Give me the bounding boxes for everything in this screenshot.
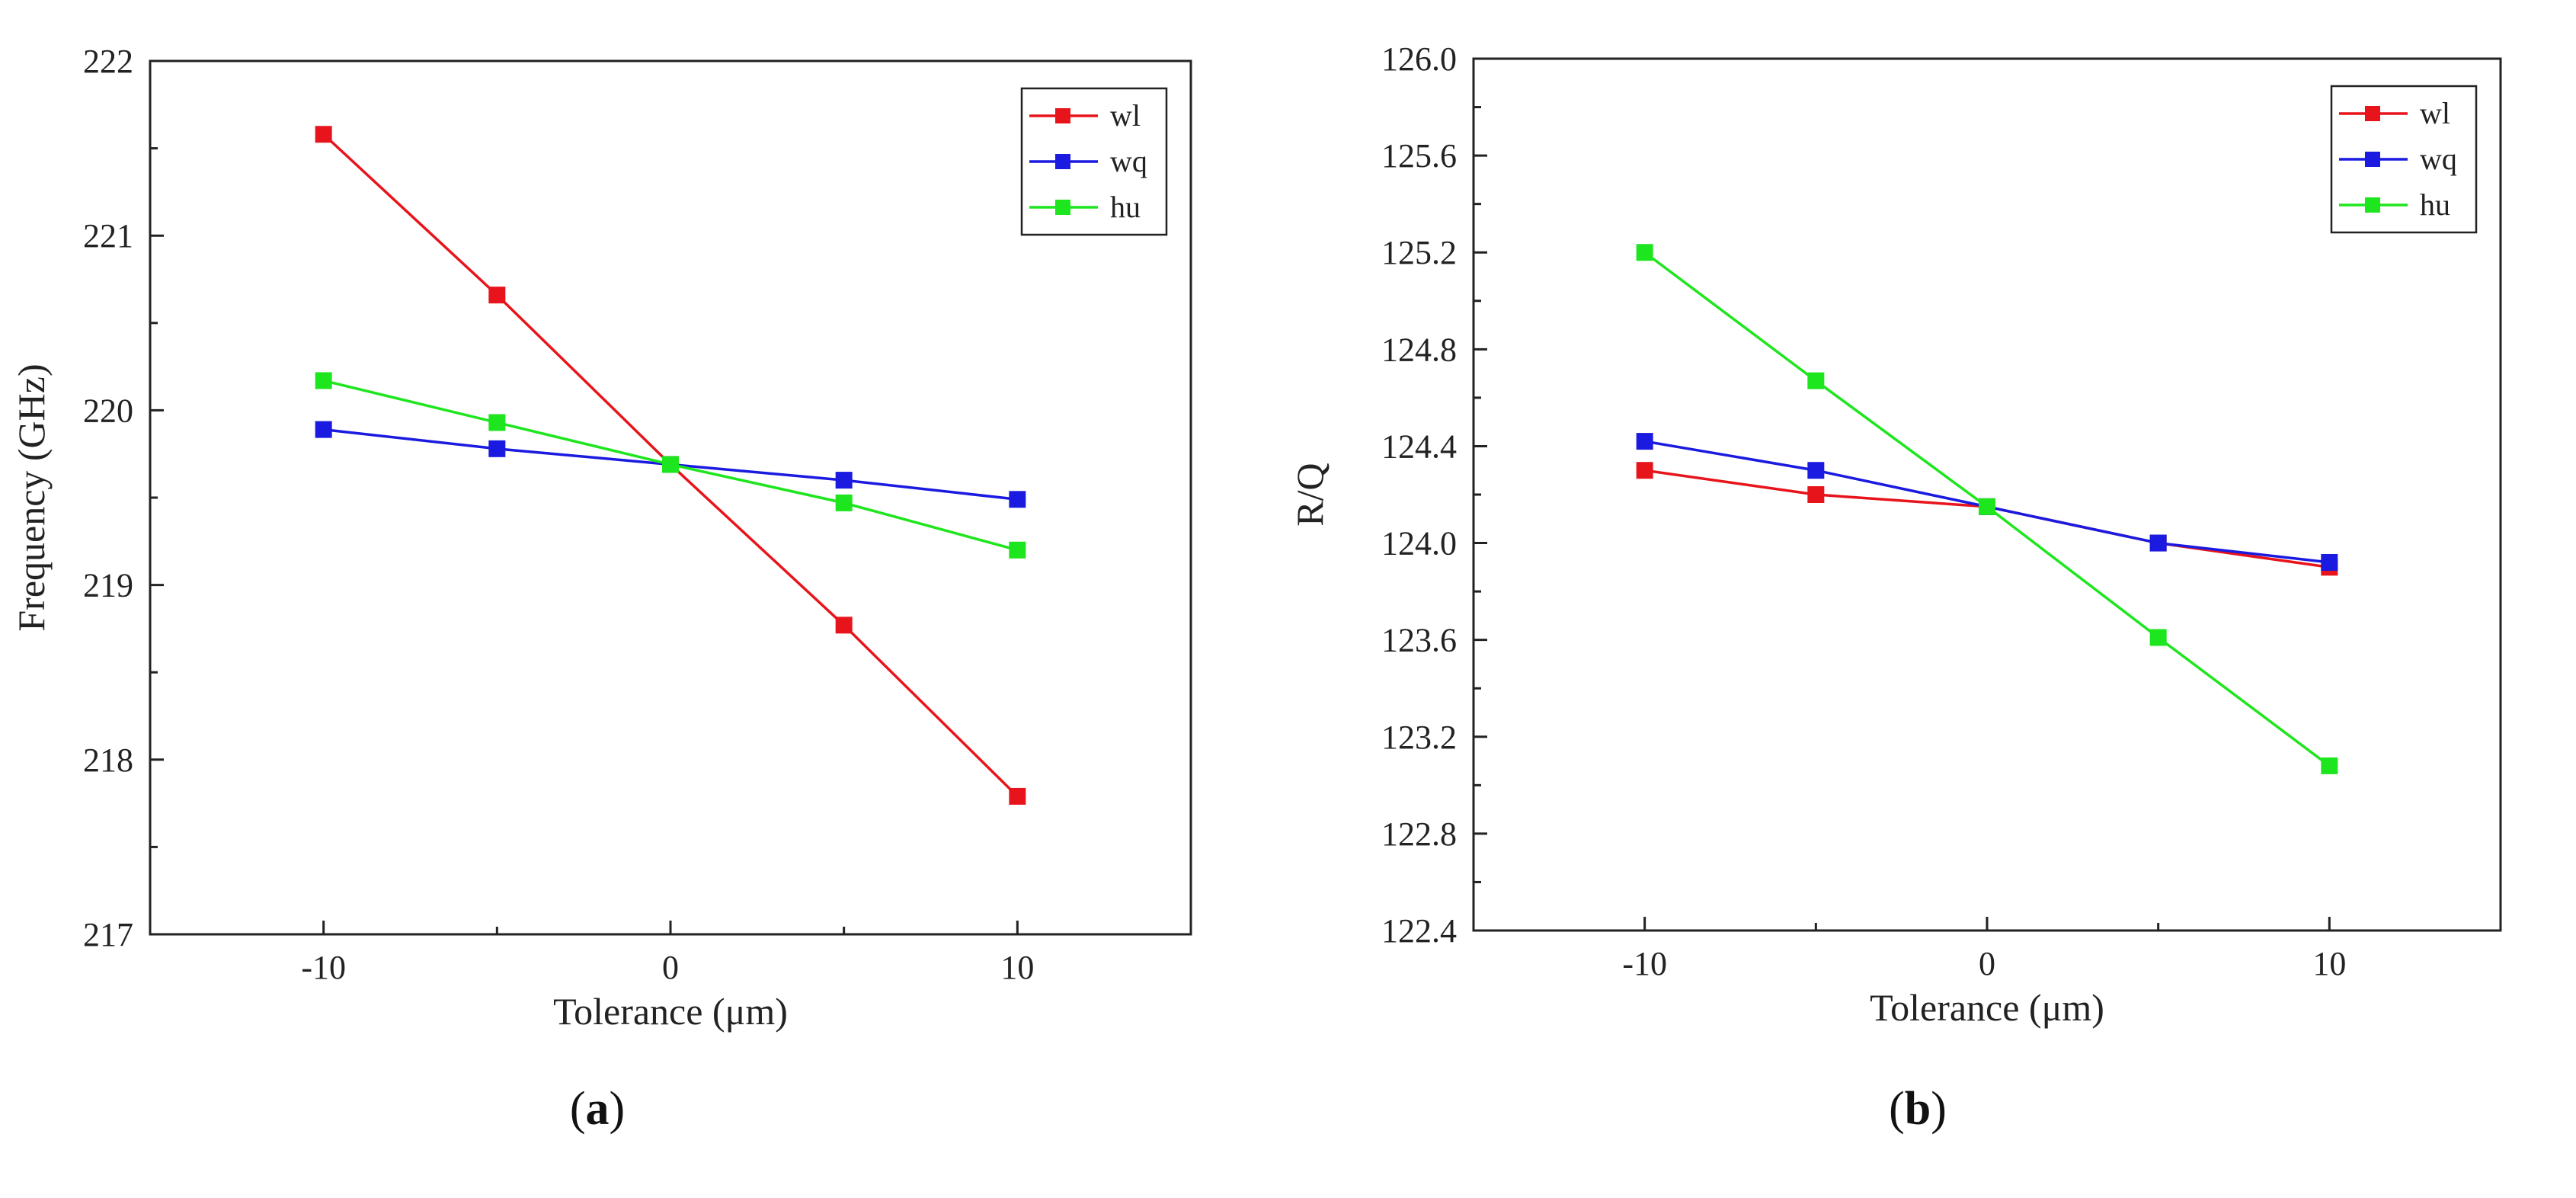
data-point-wq xyxy=(2149,534,2167,552)
y-axis-title: R/Q xyxy=(1288,463,1331,526)
data-point-hu xyxy=(315,372,332,389)
legend-label-wl: wl xyxy=(1110,98,1141,133)
y-tick-label: 221 xyxy=(83,217,133,255)
data-point-hu xyxy=(662,456,679,473)
chart-b: 122.4 122.8 123.2 123.6 124.0 124.4 124.8 125.2… xyxy=(1288,40,2502,1029)
legend-label-wq: wq xyxy=(2420,142,2457,176)
data-point-wl xyxy=(1636,462,1653,479)
y-tick-label: 222 xyxy=(83,43,133,80)
data-point-wq xyxy=(1009,491,1026,508)
legend-marker-hu xyxy=(2365,197,2380,213)
y-tick-label: 122.4 xyxy=(1381,912,1457,950)
y-tick-label: 125.2 xyxy=(1381,234,1457,271)
data-point-wq xyxy=(1636,433,1653,450)
legend-marker-hu xyxy=(1055,200,1070,215)
data-point-wq xyxy=(315,421,332,438)
x-tick-label: -10 xyxy=(1622,945,1667,982)
data-point-wl xyxy=(315,126,332,143)
caption-a: (a) xyxy=(569,1083,626,1135)
legend-marker-wl xyxy=(2365,106,2380,121)
data-point-wl xyxy=(1807,486,1825,503)
x-tick-label: -10 xyxy=(301,949,346,986)
data-point-hu xyxy=(835,494,853,511)
x-axis-title: Tolerance (μm) xyxy=(1870,986,2104,1029)
y-tick-label: 126.0 xyxy=(1381,40,1457,78)
legend-label-hu: hu xyxy=(2420,187,2450,222)
legend-label-hu: hu xyxy=(1110,190,1141,224)
y-tick-label: 125.6 xyxy=(1381,137,1457,175)
y-tick-label: 220 xyxy=(83,392,133,429)
data-point-wq xyxy=(1807,462,1825,479)
data-point-wq xyxy=(2321,553,2338,571)
data-point-hu xyxy=(1807,372,1825,389)
data-point-hu xyxy=(2321,757,2338,774)
data-point-wl xyxy=(835,617,853,634)
x-tick-label: 0 xyxy=(662,949,679,986)
y-tick-label: 122.8 xyxy=(1381,815,1457,853)
x-tick-label: 10 xyxy=(2312,945,2346,982)
data-point-hu xyxy=(1636,244,1653,261)
y-tick-label: 124.4 xyxy=(1381,428,1457,465)
y-tick-label: 123.2 xyxy=(1381,719,1457,756)
caption-b: (b) xyxy=(1889,1083,1947,1135)
data-point-hu xyxy=(2149,629,2167,646)
data-point-hu xyxy=(488,414,506,431)
data-point-hu xyxy=(1009,541,1026,559)
y-axis-title: Frequency (GHz) xyxy=(10,364,53,631)
data-point-wl xyxy=(1009,787,1026,805)
legend-marker-wq xyxy=(1055,154,1070,169)
y-tick-label: 217 xyxy=(83,916,133,953)
legend-label-wq: wq xyxy=(1110,144,1147,178)
x-tick-label: 10 xyxy=(1000,949,1034,986)
legend-label-wl: wl xyxy=(2420,96,2450,130)
series-line-wl xyxy=(1644,469,2330,569)
data-point-wq xyxy=(835,472,853,489)
legend-marker-wq xyxy=(2365,152,2380,167)
y-tick-label: 219 xyxy=(83,567,133,604)
x-axis-title: Tolerance (μm) xyxy=(553,990,788,1033)
y-tick-label: 124.8 xyxy=(1381,331,1457,368)
legend-marker-wl xyxy=(1055,108,1070,123)
data-point-wl xyxy=(488,287,506,304)
y-tick-label: 123.6 xyxy=(1381,622,1457,659)
x-tick-label: 0 xyxy=(1979,945,1995,982)
y-tick-label: 124.0 xyxy=(1381,525,1457,562)
data-point-wq xyxy=(488,440,506,457)
data-point-hu xyxy=(1979,498,1995,515)
y-tick-label: 218 xyxy=(83,742,133,779)
chart-a: 217 218 219 220 221 222 -10 0 10 Tolerance (μm) Fr… xyxy=(10,43,1192,1033)
